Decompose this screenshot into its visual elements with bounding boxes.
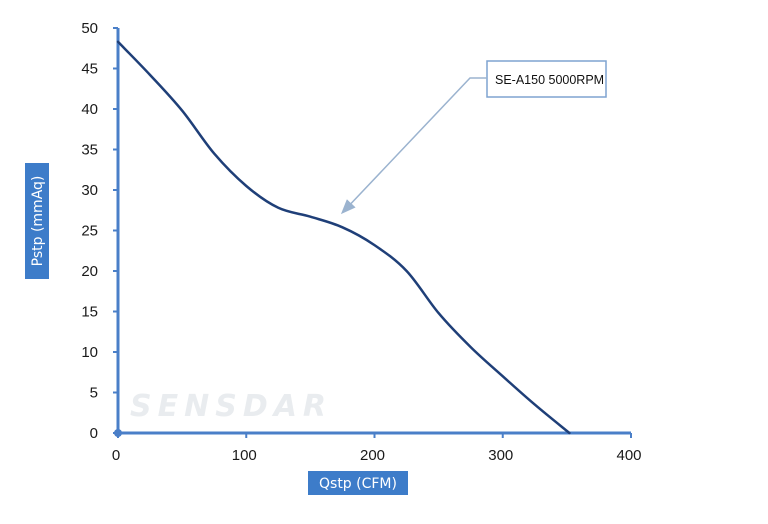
x-axis-title: Qstp (CFM) — [308, 471, 408, 495]
callout-arrow — [340, 77, 487, 215]
x-axis-title-bg — [308, 471, 408, 495]
y-tick-label: 0 — [90, 425, 98, 442]
origin-marker — [114, 429, 122, 437]
y-axis-title: Pstp (mmAq) — [25, 163, 49, 279]
callout-box — [486, 60, 607, 98]
callout-label: SE-A150 5000RPM — [495, 73, 604, 87]
x-tick-label: 0 — [112, 447, 120, 464]
y-tick-label: 50 — [81, 20, 98, 37]
y-tick-label: 20 — [81, 263, 98, 280]
y-tick-label: 40 — [81, 101, 98, 118]
y-tick-label: 25 — [81, 223, 98, 240]
x-tick-label: 100 — [232, 447, 257, 464]
y-axis-ticks: 0 5 10 15 20 25 30 35 40 45 50 — [81, 20, 118, 442]
y-tick-label: 35 — [81, 142, 98, 159]
y-tick-label: 10 — [81, 344, 98, 361]
watermark-text: SENSDAR — [130, 389, 332, 424]
y-axis-title-bg — [25, 163, 49, 279]
x-tick-label: 300 — [488, 447, 513, 464]
y-tick-label: 15 — [81, 304, 98, 321]
callout: SE-A150 5000RPM — [340, 60, 607, 215]
series-line-se-a150 — [116, 40, 571, 435]
x-axis-label: Qstp (CFM) — [319, 476, 397, 492]
y-tick-label: 45 — [81, 61, 98, 78]
x-tick-label: 200 — [360, 447, 385, 464]
y-tick-label: 30 — [81, 182, 98, 199]
x-axis-ticks: 0 100 200 300 400 — [112, 433, 642, 464]
y-axis-label: Pstp (mmAq) — [30, 176, 46, 267]
x-tick-label: 400 — [616, 447, 641, 464]
y-tick-label: 5 — [90, 385, 98, 402]
